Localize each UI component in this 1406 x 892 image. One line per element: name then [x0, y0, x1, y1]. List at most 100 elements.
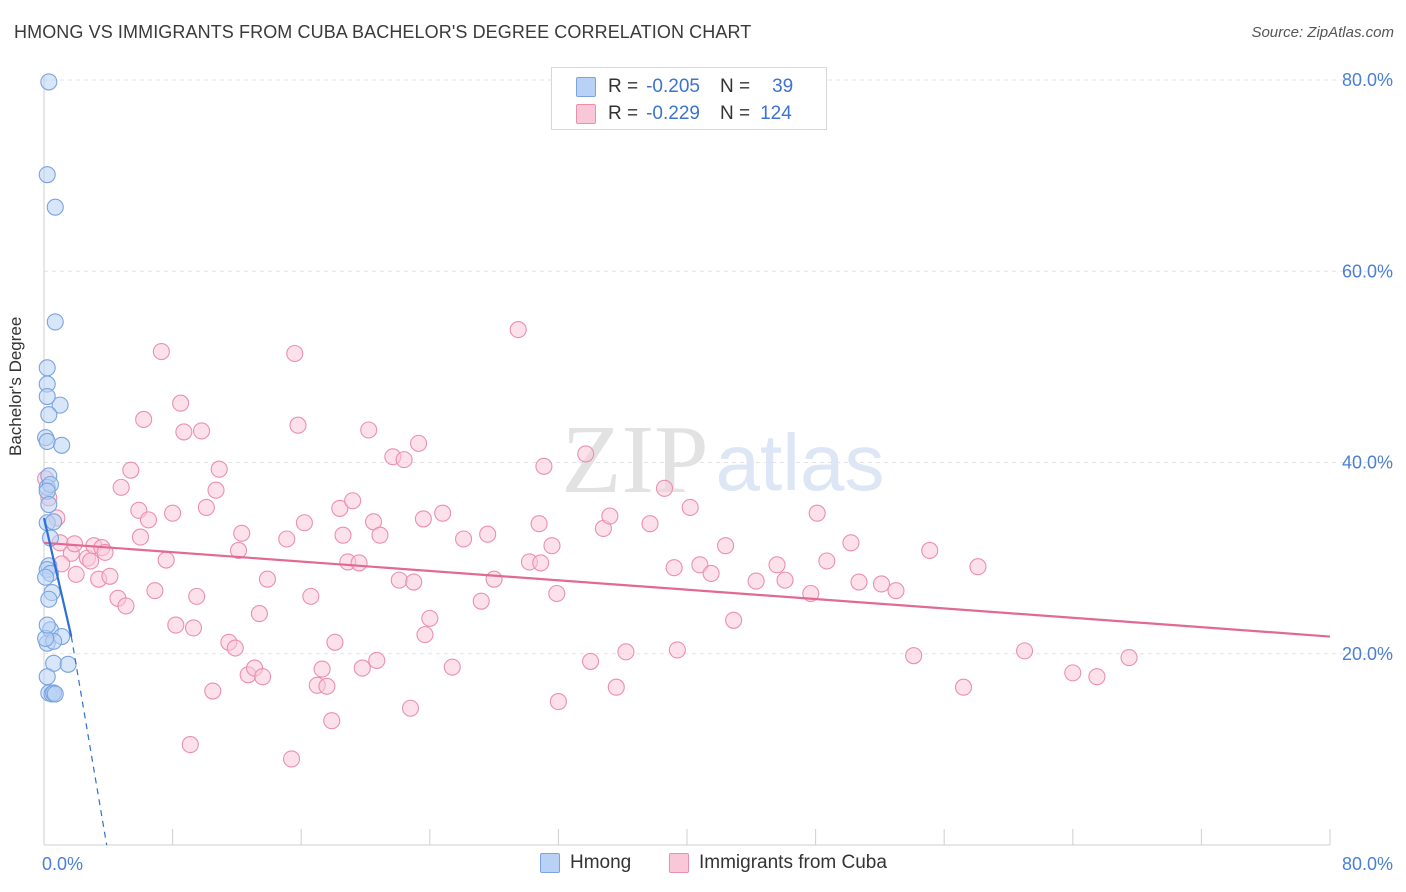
hmong-point-11	[53, 436, 71, 454]
cuba-point-120	[1064, 664, 1082, 682]
legend-n-label: N =	[719, 103, 751, 124]
cuba-point-99	[668, 641, 686, 659]
cuba-point-87	[543, 537, 561, 555]
cuba-point-48	[286, 344, 304, 363]
cuba-point-115	[905, 647, 923, 665]
hmong-point-7	[38, 387, 56, 406]
cuba-point-77	[443, 658, 461, 676]
cuba-point-80	[479, 525, 497, 543]
cuba-point-27	[172, 394, 190, 412]
cuba-point-55	[323, 712, 341, 730]
cuba-point-51	[302, 587, 320, 605]
cuba-point-95	[617, 643, 635, 661]
cuba-point-43	[250, 605, 268, 623]
cuba-point-112	[850, 573, 868, 591]
cuba-point-38	[226, 639, 244, 657]
cuba-point-39	[229, 541, 248, 560]
cuba-point-69	[395, 451, 413, 469]
stats-legend: R = -0.205 N = 39 R = -0.229 N = 124	[551, 67, 827, 130]
cuba-point-111	[842, 534, 860, 552]
cuba-point-19	[131, 528, 149, 546]
cuba-point-116	[921, 541, 939, 560]
legend-r-value-cuba: -0.229	[646, 103, 700, 124]
cuba-point-44	[254, 668, 272, 686]
cuba-point-97	[655, 479, 674, 497]
bottom-legend-label-cuba: Immigrants from Cuba	[699, 852, 887, 873]
legend-n-value-cuba: 124	[760, 103, 792, 124]
cuba-point-34	[204, 682, 222, 700]
cuba-point-28	[175, 423, 193, 441]
cuba-point-100	[681, 498, 699, 516]
cuba-point-114	[887, 582, 905, 600]
x-tick-labels: 0.0% 80.0%	[42, 854, 1393, 874]
cuba-point-45	[258, 570, 276, 588]
cuba-point-93	[601, 507, 619, 525]
y-tick-label-2: 60.0%	[1342, 261, 1393, 281]
cuba-point-121	[1088, 668, 1106, 686]
cuba-point-88	[548, 584, 566, 603]
cuba-point-102	[702, 564, 720, 582]
hmong-point-25	[40, 590, 58, 608]
hmong-point-1	[38, 166, 56, 184]
cuba-point-21	[139, 511, 158, 529]
cuba-point-72	[409, 434, 428, 452]
x-tick-label-min: 0.0%	[42, 854, 83, 874]
cuba-point-47	[283, 750, 301, 768]
cuba-point-58	[334, 526, 352, 544]
bottom-legend-swatch-hmong	[540, 853, 560, 873]
cuba-point-36	[210, 460, 228, 478]
hmong-point-10	[38, 432, 56, 451]
cuba-point-78	[455, 530, 473, 548]
cuba-point-89	[549, 693, 567, 711]
cuba-point-84	[530, 515, 548, 533]
legend-n-value-hmong: 39	[772, 76, 794, 97]
y-tick-label-3: 80.0%	[1342, 70, 1393, 90]
grid-lines	[44, 79, 1392, 655]
hmong-point-38	[38, 616, 56, 634]
y-tick-label-1: 40.0%	[1342, 453, 1393, 473]
cuba-point-15	[112, 478, 130, 496]
cuba-point-75	[421, 609, 439, 627]
cuba-point-76	[434, 504, 452, 522]
bottom-legend-hmong: Hmong	[540, 852, 631, 874]
hmong-point-32	[59, 655, 77, 673]
cuba-point-30	[184, 619, 203, 637]
hmong-point-6	[51, 396, 69, 414]
legend-row-cuba: R = -0.229 N = 124	[576, 102, 792, 126]
cuba-point-13	[101, 567, 119, 585]
cuba-point-90	[577, 445, 595, 463]
hmong-point-2	[46, 198, 64, 216]
axes	[43, 75, 1331, 846]
cuba-point-73	[414, 510, 432, 528]
hmong-point-8	[40, 406, 58, 424]
cuba-point-53	[313, 660, 331, 678]
cuba-point-54	[318, 677, 336, 695]
hmong-point-23	[37, 568, 55, 586]
cuba-point-94	[607, 678, 625, 696]
bottom-legend-label-hmong: Hmong	[570, 852, 632, 873]
bottom-legend-swatch-cuba	[669, 853, 689, 873]
cuba-point-107	[776, 571, 794, 589]
cuba-point-33	[197, 498, 215, 516]
cuba-point-113	[872, 575, 891, 593]
cuba-point-24	[157, 551, 175, 569]
trend-line-hmong-extension	[70, 636, 108, 846]
cuba-point-35	[207, 481, 225, 499]
cuba-point-109	[808, 504, 826, 522]
source-label: Source: ZipAtlas.com	[1251, 24, 1394, 41]
cuba-point-103	[717, 537, 735, 555]
cuba-point-98	[665, 559, 683, 577]
y-tick-label-0: 20.0%	[1342, 644, 1393, 664]
cuba-point-40	[233, 524, 251, 542]
watermark: ZIP atlas	[562, 406, 885, 514]
cuba-point-57	[331, 499, 349, 517]
cuba-point-79	[472, 592, 490, 610]
cuba-point-49	[289, 416, 307, 434]
legend-r-label: R =	[608, 103, 639, 124]
cuba-point-8	[82, 552, 100, 570]
hmong-point-0	[40, 73, 58, 91]
bottom-legend-cuba: Immigrants from Cuba	[669, 852, 887, 874]
cuba-point-60	[344, 492, 362, 510]
cuba-point-6	[67, 565, 85, 583]
cuba-point-85	[532, 554, 550, 572]
